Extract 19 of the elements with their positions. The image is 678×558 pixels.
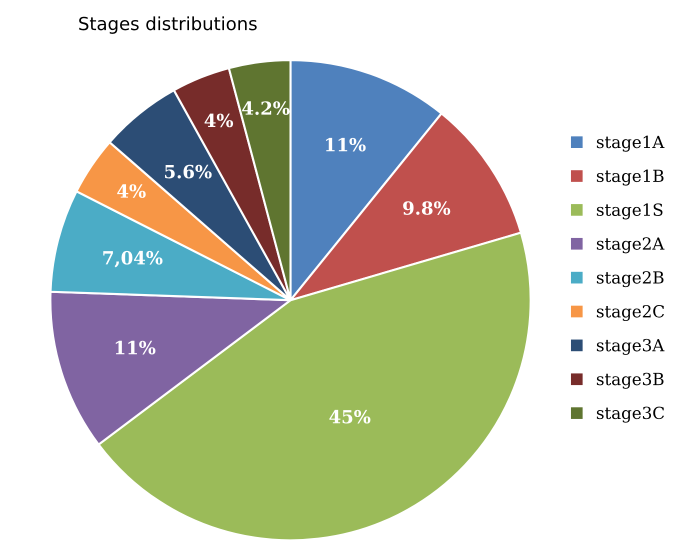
data-label: 11% <box>116 340 156 354</box>
legend-label: stage2C <box>596 304 664 322</box>
legend-label: stage2B <box>596 271 664 288</box>
data-label: 4% <box>204 114 234 128</box>
legend-label: stage3A <box>596 338 664 355</box>
data-label: 11% <box>326 138 366 152</box>
chart-title: Stages distributions <box>79 16 257 34</box>
legend-label: stage1B <box>596 170 664 186</box>
data-label: 5.6% <box>165 164 212 178</box>
data-label: 45% <box>329 410 370 424</box>
legend-label: stage1A <box>596 136 664 152</box>
data-label: 7,04% <box>103 250 163 268</box>
data-label: 9.8% <box>403 201 450 215</box>
legend-label: stage3B <box>596 372 664 389</box>
legend-label: stage3C <box>596 406 664 423</box>
data-label: 4.2% <box>242 101 290 115</box>
data-label: 4% <box>117 184 146 198</box>
legend-label: stage2A <box>596 237 664 254</box>
legend-label: stage1S <box>596 203 662 220</box>
